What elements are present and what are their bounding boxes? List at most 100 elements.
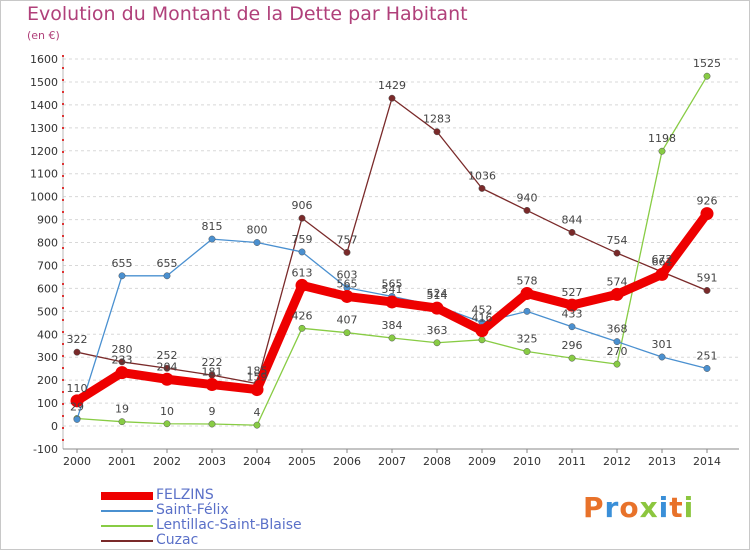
data-point — [433, 128, 441, 136]
data-point — [523, 206, 531, 214]
x-tick-label: 2010 — [513, 455, 541, 468]
data-label: 1036 — [468, 169, 496, 182]
data-point — [295, 278, 309, 292]
data-point — [163, 272, 171, 280]
data-label: 110 — [67, 382, 88, 395]
data-point — [163, 364, 171, 372]
y-tick-label: 400 — [37, 328, 58, 341]
data-label: 222 — [202, 356, 223, 369]
x-tick-label: 2003 — [198, 455, 226, 468]
data-label: 384 — [382, 319, 403, 332]
x-tick-label: 2000 — [63, 455, 91, 468]
x-tick-label: 2012 — [603, 455, 631, 468]
data-label: 1525 — [693, 57, 721, 70]
data-label: 603 — [337, 269, 358, 282]
y-tick-label: 900 — [37, 214, 58, 227]
x-tick-label: 2007 — [378, 455, 406, 468]
data-label: 363 — [427, 324, 448, 337]
data-label: 524 — [427, 287, 448, 300]
data-point — [658, 353, 666, 361]
data-label: 426 — [292, 309, 313, 322]
data-point — [568, 354, 576, 362]
data-point — [118, 272, 126, 280]
axis-layer: -100 0 100 200 300 400 500 600 700 800 900 1000 1100… — [30, 53, 739, 468]
legend-label: Saint-Félix — [156, 502, 229, 518]
y-tick-label: 300 — [37, 351, 58, 364]
data-point — [433, 339, 441, 347]
data-label: 251 — [697, 349, 718, 362]
data-point — [655, 267, 669, 281]
data-label: 565 — [337, 277, 358, 290]
data-point — [160, 372, 174, 386]
data-label: 407 — [337, 314, 358, 327]
x-tick-label: 2013 — [648, 455, 676, 468]
data-label: 541 — [382, 283, 403, 296]
data-label: 9 — [209, 405, 216, 418]
y-tick-label: 1200 — [30, 145, 58, 158]
data-point — [298, 214, 306, 222]
data-label: 252 — [157, 349, 178, 362]
data-point — [163, 420, 171, 428]
data-label: 368 — [607, 323, 628, 336]
data-label: 661 — [652, 255, 673, 268]
y-tick-label: 1500 — [30, 76, 58, 89]
x-tick-label: 2008 — [423, 455, 451, 468]
data-label: 565 — [382, 277, 403, 290]
data-point — [523, 348, 531, 355]
data-point — [568, 228, 576, 236]
data-point — [343, 248, 351, 256]
x-tick-label: 2009 — [468, 455, 496, 468]
x-tick-label: 2001 — [108, 455, 136, 468]
legend-swatch — [101, 525, 153, 527]
data-point — [115, 366, 129, 380]
y-tick-label: 0 — [51, 420, 58, 433]
data-point — [703, 365, 711, 372]
data-label: 322 — [67, 333, 88, 346]
data-label: 185 — [247, 365, 268, 378]
y-tick-label: 700 — [37, 259, 58, 272]
grid-layer — [63, 58, 739, 450]
data-point — [73, 415, 81, 423]
data-point — [340, 289, 354, 303]
data-label: 159 — [247, 371, 268, 384]
data-point — [298, 248, 306, 256]
data-point — [478, 336, 486, 344]
data-label: 940 — [517, 191, 538, 204]
y-tick-label: 1400 — [30, 99, 58, 112]
data-label: 296 — [562, 339, 583, 352]
data-point — [523, 307, 531, 315]
data-label: 4 — [254, 406, 261, 419]
data-label: 574 — [607, 275, 628, 288]
data-point — [568, 323, 576, 331]
data-point — [478, 184, 486, 192]
data-label: 591 — [697, 271, 718, 284]
data-point — [385, 295, 399, 309]
y-tick-label: -100 — [33, 443, 58, 456]
x-tick-label: 2002 — [153, 455, 181, 468]
data-point — [475, 324, 489, 338]
brand-logo: Proxiti — [583, 491, 695, 524]
series-layer — [70, 72, 714, 429]
y-tick-label: 500 — [37, 305, 58, 318]
legend-label: Lentillac-Saint-Blaise — [156, 517, 302, 533]
x-tick-label: 2004 — [243, 455, 271, 468]
x-tick-label: 2006 — [333, 455, 361, 468]
data-label: 844 — [562, 213, 583, 226]
data-label: 759 — [292, 233, 313, 246]
data-point — [700, 207, 714, 221]
y-tick-label: 200 — [37, 374, 58, 387]
data-label: 181 — [202, 366, 223, 379]
data-point — [613, 338, 621, 346]
legend-swatch — [101, 510, 153, 512]
data-point — [658, 147, 666, 155]
data-point — [613, 360, 621, 368]
legend-swatch — [101, 492, 153, 500]
y-tick-label: 800 — [37, 237, 58, 250]
legend-label: Cuzac — [156, 532, 199, 548]
data-label: 233 — [112, 354, 133, 367]
data-label: 655 — [112, 257, 133, 270]
data-point — [70, 394, 84, 408]
x-tick-label: 2014 — [693, 455, 721, 468]
